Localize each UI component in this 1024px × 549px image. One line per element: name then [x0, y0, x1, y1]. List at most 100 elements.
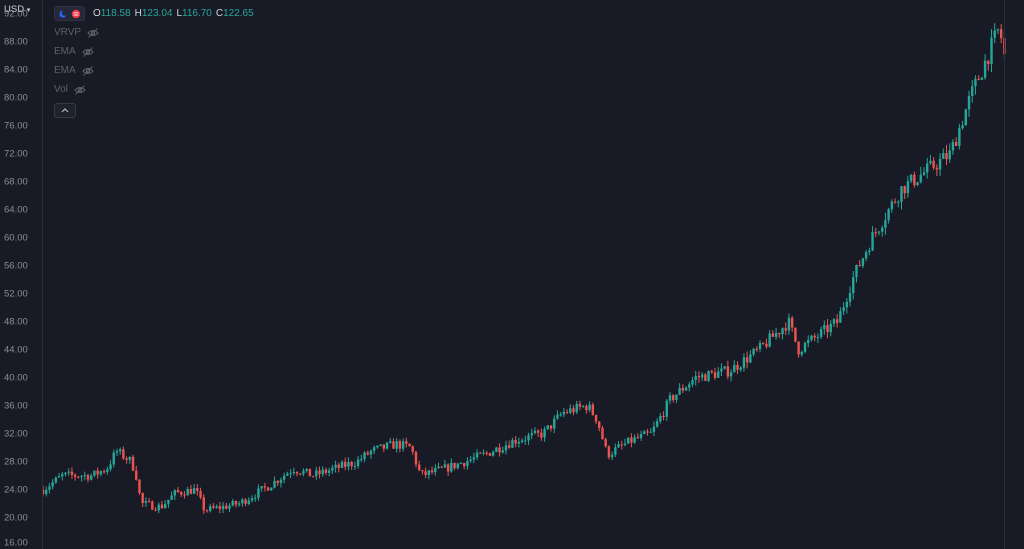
candle-body [520, 440, 524, 442]
candle-body [417, 464, 421, 471]
candle-body [553, 418, 556, 429]
candle-body [919, 174, 922, 183]
collapse-legend-button[interactable] [54, 103, 76, 118]
price-tick-label: 32.00 [4, 428, 28, 440]
candle-body [398, 441, 402, 449]
candle-body [237, 503, 241, 505]
price-tick-label: 44.00 [4, 344, 28, 356]
price-tick-label: 92.00 [4, 8, 28, 20]
candle-body [733, 364, 736, 373]
candle-body [588, 404, 591, 411]
candle-body [990, 37, 993, 65]
eye-off-icon[interactable] [74, 84, 86, 95]
candle-body [80, 476, 83, 478]
indicator-ema-2[interactable]: EMA [54, 61, 258, 80]
ohlc-high: H123.04 [134, 8, 173, 19]
price-tick-label: 28.00 [4, 456, 28, 468]
menu-lines-icon [71, 9, 81, 18]
candle-body [742, 357, 746, 368]
candle-body [585, 406, 588, 411]
candle-body [321, 469, 324, 475]
candle-body [967, 95, 971, 110]
candle-body [877, 231, 881, 233]
ohlc-low: L116.70 [176, 8, 212, 19]
candle-body [987, 60, 990, 65]
candle-body [308, 468, 312, 477]
indicator-vol[interactable]: Vol [54, 80, 258, 99]
candle-body [276, 480, 279, 483]
candle-body [675, 394, 678, 400]
candle-body [443, 464, 447, 468]
candle-body [540, 432, 543, 438]
price-tick-label: 84.00 [4, 64, 28, 76]
candle-body [681, 387, 685, 391]
price-tick-label: 36.00 [4, 400, 28, 412]
candle-body [964, 109, 967, 126]
indicator-vrvp[interactable]: VRVP [54, 23, 258, 42]
candlestick-chart[interactable] [43, 0, 1024, 549]
candle-body [717, 371, 720, 378]
candle-body [340, 461, 344, 468]
candle-body [64, 472, 67, 475]
candle-body [170, 495, 173, 500]
candle-body [401, 441, 405, 449]
candle-body [633, 437, 636, 443]
candle-body [581, 406, 585, 408]
candle-body [167, 499, 170, 504]
candle-body [672, 395, 675, 400]
eye-off-icon[interactable] [87, 27, 99, 38]
eye-off-icon[interactable] [81, 46, 94, 57]
candle-body [774, 333, 778, 337]
candle-body [954, 142, 958, 146]
candle-body [852, 277, 855, 293]
price-tick-label: 52.00 [4, 288, 28, 300]
candle-body [421, 470, 424, 472]
candle-body [327, 470, 331, 473]
candle-body [186, 488, 189, 496]
candle-body [562, 411, 566, 415]
candle-body [43, 489, 45, 495]
candle-body [768, 333, 771, 347]
candle-body [942, 153, 945, 159]
candle-body [247, 500, 250, 504]
candle-body [819, 329, 823, 337]
candle-body [623, 443, 627, 445]
candle-body [221, 505, 225, 510]
candle-body [360, 458, 363, 460]
candle-body [99, 471, 103, 475]
price-tick-label: 72.00 [4, 148, 28, 160]
candle-body [482, 452, 485, 454]
candle-body [559, 414, 562, 416]
price-tick-label: 80.00 [4, 92, 28, 104]
candle-body [807, 339, 810, 344]
candle-body [430, 470, 434, 473]
candle-body [922, 172, 926, 175]
candle-body [797, 341, 800, 355]
candle-body [842, 307, 845, 312]
indicator-ema-1[interactable]: EMA [54, 42, 258, 61]
candle-body [208, 506, 212, 511]
candle-body [938, 158, 942, 170]
price-tick-label: 60.00 [4, 232, 28, 244]
candle-body [353, 466, 357, 468]
price-tick-label: 64.00 [4, 204, 28, 216]
price-axis[interactable]: USD ▾ 92.00 88.00 84.00 80.00 76.00 72.00 68.0… [0, 0, 43, 549]
candle-body [816, 336, 820, 338]
visibility-toggle[interactable] [54, 6, 85, 21]
candle-body [260, 486, 263, 489]
candle-body [83, 475, 86, 477]
moon-icon [59, 9, 68, 18]
candle-body [861, 258, 865, 266]
candle-body [617, 444, 620, 448]
candle-body [935, 167, 939, 170]
currency-selector[interactable]: USD ▾ [4, 4, 30, 15]
candle-body [530, 433, 533, 436]
price-tick-label: 24.00 [4, 484, 28, 496]
candle-body [781, 328, 784, 335]
candle-body [459, 463, 463, 465]
candle-body [549, 425, 553, 429]
candle-body [112, 452, 115, 465]
candle-body [639, 434, 643, 439]
candle-body [218, 506, 222, 510]
eye-off-icon[interactable] [81, 65, 94, 76]
